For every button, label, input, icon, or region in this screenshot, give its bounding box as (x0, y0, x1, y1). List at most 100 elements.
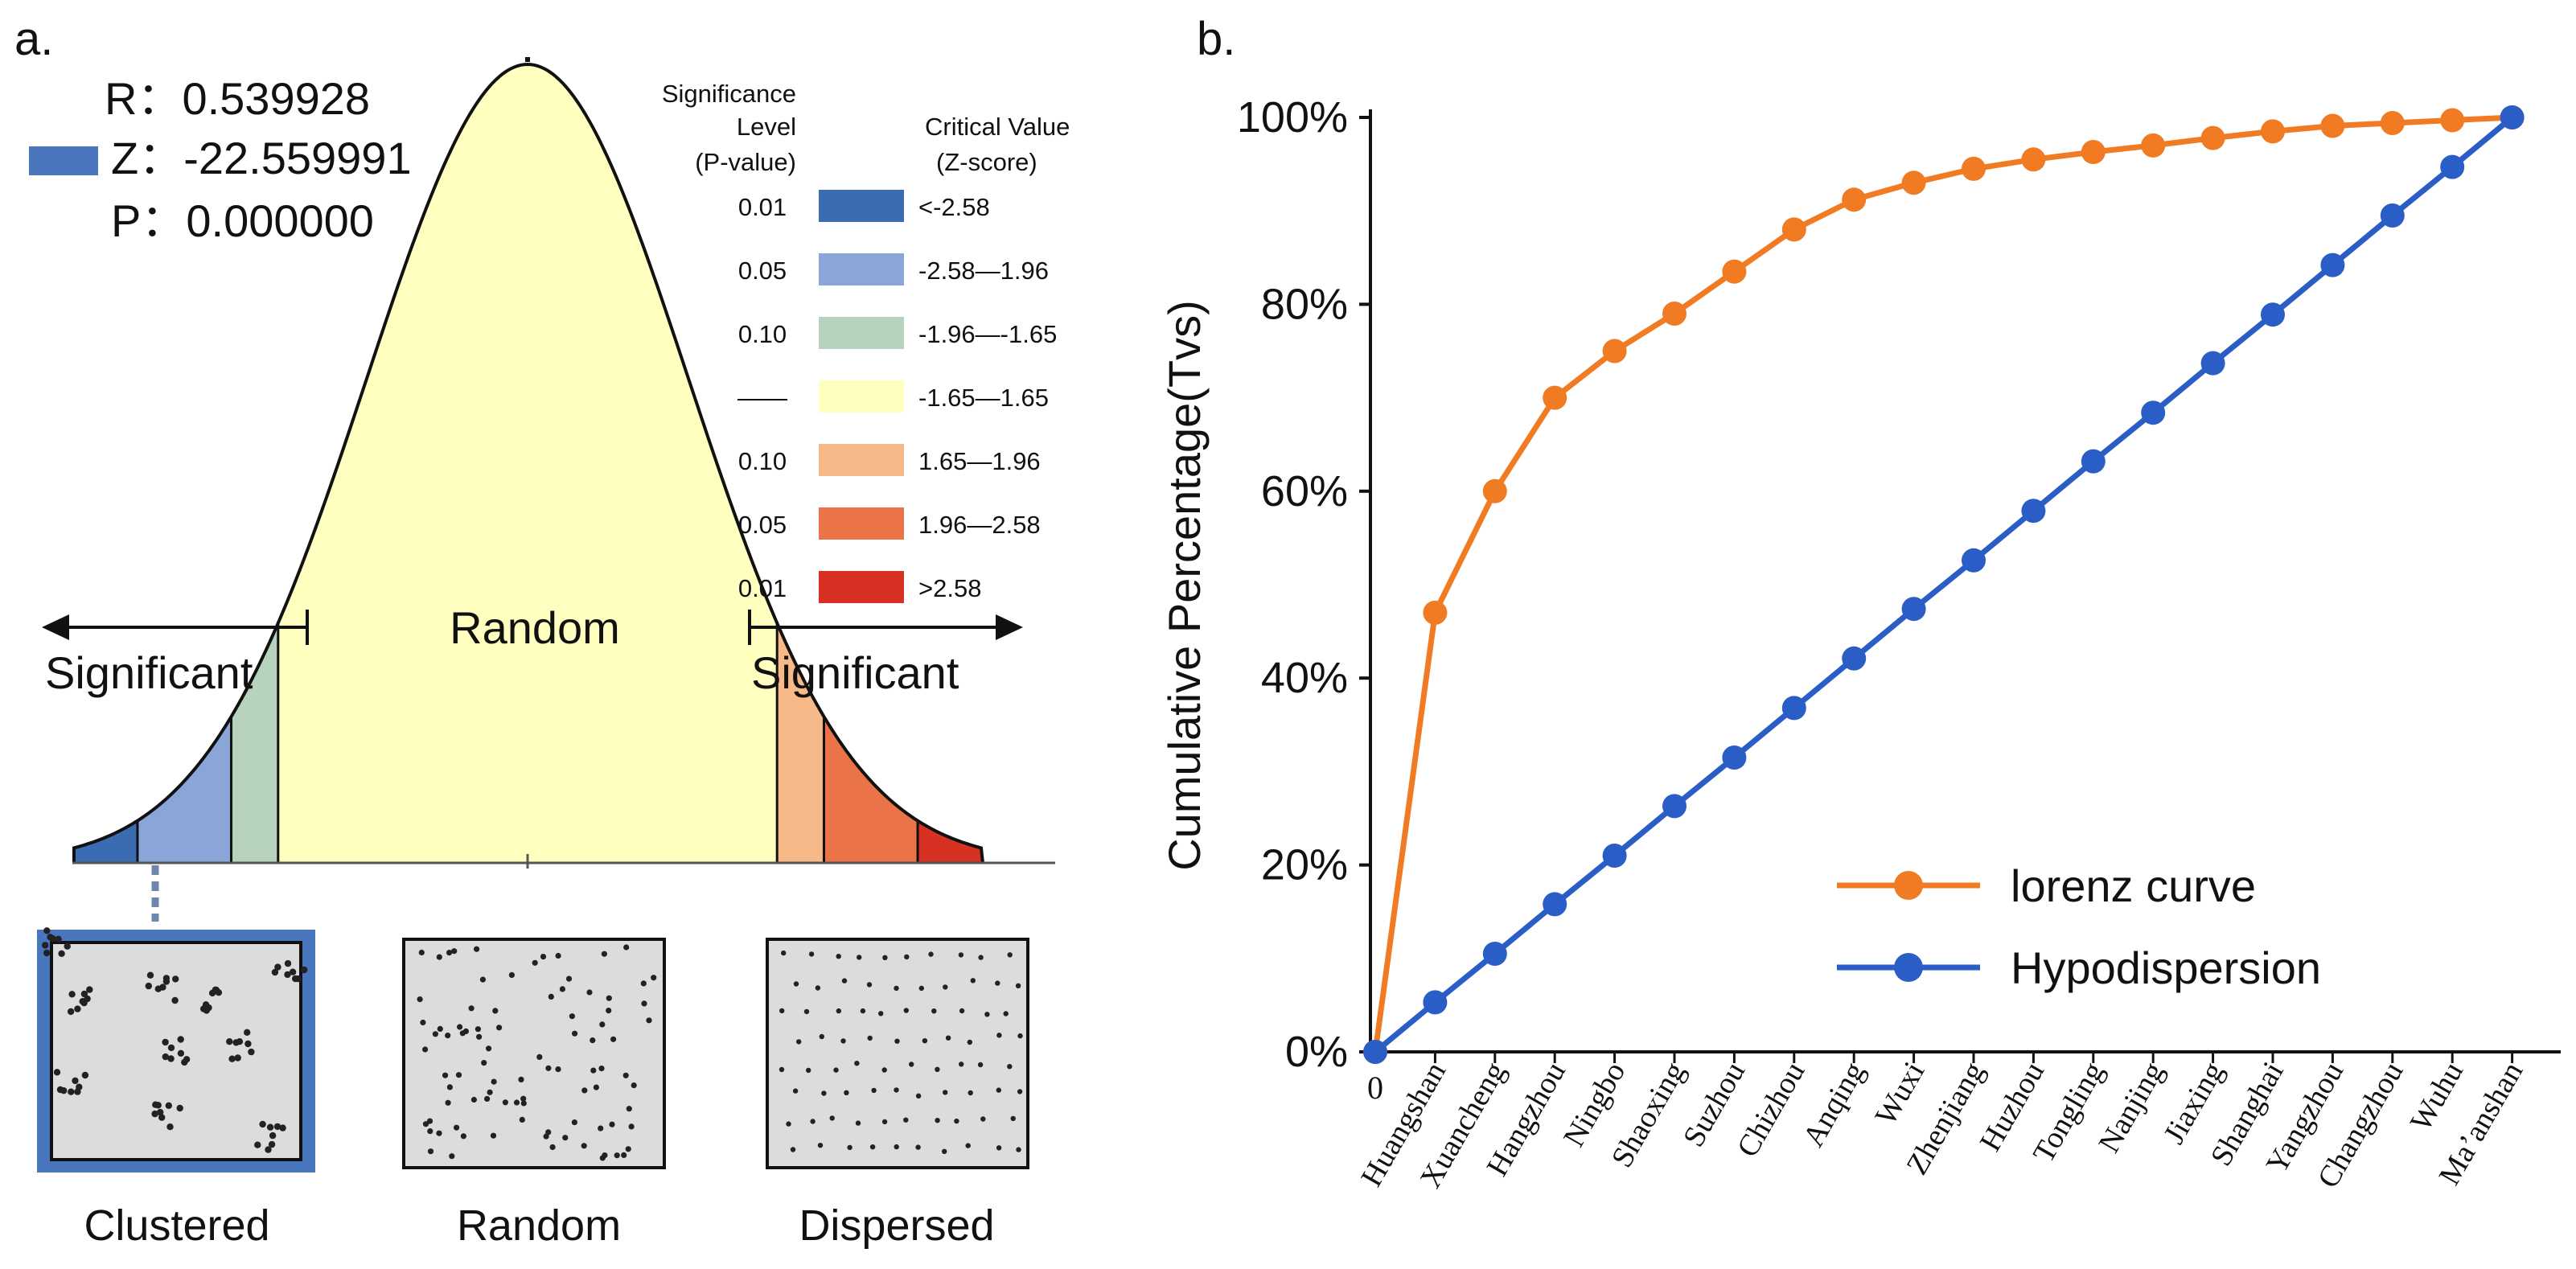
point (881, 1067, 887, 1073)
legend-p-value: 0.05 (738, 511, 787, 539)
x-tick-label: 0 (1367, 1070, 1383, 1106)
point (810, 1119, 816, 1124)
point (177, 1036, 184, 1043)
point (593, 1084, 600, 1090)
point (590, 1037, 596, 1044)
point (803, 1008, 810, 1015)
data-point (2261, 302, 2285, 327)
data-point (2500, 105, 2525, 129)
point (844, 1090, 849, 1096)
point (626, 1106, 632, 1112)
point (80, 990, 88, 998)
point (945, 1035, 951, 1041)
point (520, 1095, 527, 1102)
data-point (2021, 499, 2046, 524)
point (234, 1054, 241, 1062)
point (265, 1146, 272, 1153)
data-point (2261, 119, 2285, 144)
data-point (1602, 339, 1627, 363)
point (437, 1025, 443, 1032)
point (152, 1101, 159, 1108)
legend-p-value: 0.10 (738, 447, 787, 475)
dispersed-label: Dispersed (799, 1201, 994, 1250)
point (854, 1061, 860, 1066)
panel-a-label: a. (14, 13, 53, 65)
point (268, 1140, 276, 1148)
legend-swatch (819, 507, 904, 540)
point (833, 1067, 839, 1073)
data-point (2081, 140, 2106, 164)
point (445, 1099, 451, 1106)
point (598, 1066, 605, 1072)
point (244, 1029, 251, 1037)
point (1017, 1089, 1023, 1094)
point (228, 1055, 236, 1062)
data-point (2440, 108, 2465, 133)
legend-z-range: <-2.58 (918, 193, 990, 221)
data-point (2141, 133, 2166, 158)
point (72, 1077, 79, 1085)
point (422, 1046, 429, 1053)
series-line-1 (1373, 115, 2514, 1054)
point (572, 1030, 578, 1037)
point (536, 1053, 543, 1060)
pattern-random (402, 938, 666, 1169)
point (614, 1152, 620, 1159)
data-point (1842, 187, 1867, 212)
point (980, 1116, 986, 1122)
point (292, 975, 299, 983)
point (625, 1146, 631, 1152)
point (487, 1089, 493, 1095)
x-tick-label: Wuhu (2404, 1057, 2470, 1137)
point (894, 985, 899, 992)
point (513, 1099, 520, 1106)
arrow-left-head (42, 614, 69, 640)
legend-z-range: -2.58—1.96 (918, 257, 1049, 285)
data-point (1901, 597, 1926, 622)
legend-p-value: —— (737, 384, 787, 412)
point (432, 1031, 439, 1037)
point (446, 1084, 454, 1090)
data-point (2081, 449, 2106, 474)
point (903, 1117, 909, 1123)
point (857, 955, 862, 960)
data-point (2380, 111, 2405, 135)
point (943, 984, 948, 990)
point (417, 996, 423, 1003)
data-point (1543, 892, 1567, 917)
point (996, 1033, 1002, 1038)
point (995, 980, 1000, 986)
point (200, 1005, 207, 1012)
pattern-clustered (37, 927, 315, 1172)
point (426, 1118, 433, 1124)
point (928, 951, 934, 957)
data-point (1962, 548, 1986, 573)
point (779, 1066, 785, 1073)
data-point (1781, 696, 1806, 721)
legend-p-value: 0.01 (738, 193, 787, 221)
point (68, 991, 76, 998)
point (301, 966, 308, 974)
sig-header-line-3: (P-value) (695, 148, 796, 176)
point (631, 1082, 637, 1089)
legend-p-value: 0.10 (738, 320, 787, 348)
chart-legend: lorenz curve Hypodispersion (1837, 860, 2321, 993)
point (915, 1093, 922, 1099)
point (606, 995, 612, 1001)
point (457, 1024, 463, 1030)
point (915, 1144, 921, 1150)
point (867, 1035, 873, 1041)
point (841, 978, 848, 984)
legend-p-value: 0.01 (738, 574, 787, 602)
legend-p-value: 0.05 (738, 257, 787, 285)
panel-b: b. Cumulative Percentage(Tvs) 0% 20% 40% 60… (1159, 13, 2561, 1193)
data-point (1722, 259, 1747, 284)
point (590, 1067, 597, 1074)
data-point (1842, 646, 1867, 671)
point (248, 1048, 255, 1056)
point (271, 968, 279, 976)
point (462, 1028, 470, 1034)
point (1015, 983, 1021, 989)
point (490, 1132, 497, 1139)
